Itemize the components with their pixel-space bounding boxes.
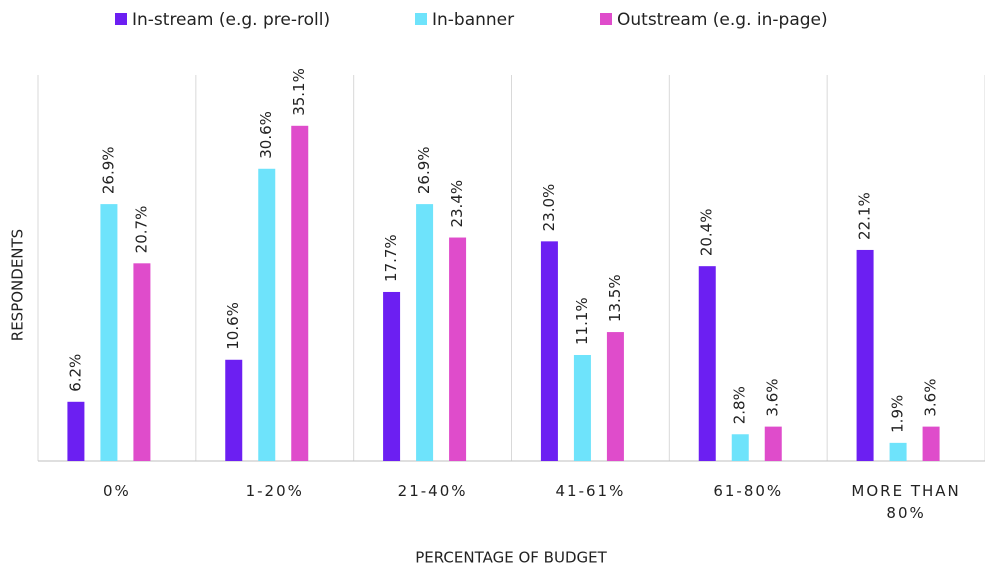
legend-label: In-stream (e.g. pre-roll) bbox=[132, 10, 330, 30]
value-label: 23.4% bbox=[448, 180, 466, 228]
x-tick-label: 0% bbox=[103, 482, 131, 500]
x-tick-label: 41-61% bbox=[555, 482, 626, 500]
value-label: 26.9% bbox=[99, 146, 117, 194]
value-label: 3.6% bbox=[764, 379, 782, 417]
bar bbox=[764, 426, 782, 461]
legend-label: In-banner bbox=[432, 10, 514, 30]
value-label: 6.2% bbox=[66, 354, 84, 392]
bar bbox=[731, 434, 749, 461]
x-tick-label: MORE THAN 80% bbox=[851, 482, 961, 522]
legend-swatch bbox=[115, 13, 127, 25]
bar bbox=[449, 237, 467, 461]
value-label: 22.1% bbox=[856, 192, 874, 240]
x-axis-label: PERCENTAGE OF BUDGET bbox=[415, 549, 607, 567]
bar bbox=[606, 332, 624, 461]
bar bbox=[258, 168, 276, 461]
bar bbox=[540, 241, 558, 461]
bar bbox=[291, 125, 309, 462]
x-tick-label: 21-40% bbox=[397, 482, 468, 500]
bar bbox=[573, 354, 591, 461]
value-label: 13.5% bbox=[606, 274, 624, 322]
value-label: 2.8% bbox=[731, 386, 749, 424]
bar bbox=[889, 442, 907, 461]
y-axis-label: RESPONDENTS bbox=[9, 229, 27, 341]
bar bbox=[100, 204, 118, 462]
x-tick-label: 61-80% bbox=[713, 482, 784, 500]
legend-swatch bbox=[600, 13, 612, 25]
legend-label: Outstream (e.g. in-page) bbox=[617, 10, 828, 30]
value-label: 20.7% bbox=[132, 206, 150, 254]
x-tick-label: 1-20% bbox=[245, 482, 304, 500]
value-label: 11.1% bbox=[573, 297, 591, 345]
legend-swatch bbox=[415, 13, 427, 25]
bar bbox=[133, 263, 151, 461]
value-label: 30.6% bbox=[257, 111, 275, 159]
bar bbox=[416, 204, 434, 462]
value-label: 23.0% bbox=[540, 184, 558, 232]
value-label: 1.9% bbox=[889, 395, 907, 433]
bar bbox=[67, 401, 85, 461]
value-label: 17.7% bbox=[382, 234, 400, 282]
value-label: 3.6% bbox=[922, 379, 940, 417]
value-label: 20.4% bbox=[698, 209, 716, 257]
bar bbox=[383, 291, 401, 461]
bar bbox=[856, 249, 874, 461]
value-label: 35.1% bbox=[290, 68, 308, 116]
value-label: 10.6% bbox=[224, 302, 242, 350]
value-label: 26.9% bbox=[415, 146, 433, 194]
bar bbox=[698, 266, 716, 461]
bar bbox=[922, 426, 940, 461]
bar bbox=[225, 359, 243, 461]
